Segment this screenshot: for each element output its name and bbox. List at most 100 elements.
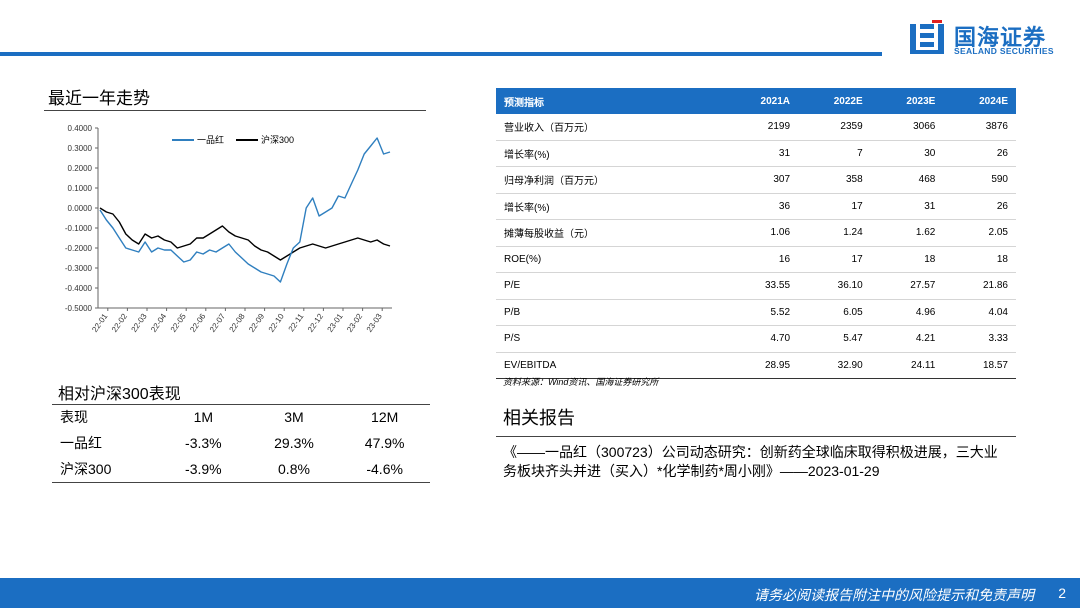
table-header-cell: 3M: [284, 409, 304, 425]
forecast-table: 预测指标 2021A 2022E 2023E 2024E 营业收入（百万元） 21…: [496, 88, 1016, 379]
y-tick-label: -0.5000: [65, 304, 93, 313]
table-row: 营业收入（百万元） 2199 2359 3066 3876: [496, 114, 1016, 141]
forecast-header-row: 预测指标 2021A 2022E 2023E 2024E: [496, 88, 1016, 114]
table-row: EV/EBITDA 28.95 32.90 24.11 18.57: [496, 352, 1016, 379]
table-cell: 增长率(%): [496, 140, 725, 167]
logo-cn-text: 国海证券: [954, 25, 1047, 50]
chart-section-rule: [44, 110, 426, 111]
table-cell: -4.6%: [339, 456, 430, 483]
footer-disclaimer: 请务必阅读报告附注中的风险提示和免责声明: [754, 587, 1034, 603]
table-cell: P/B: [496, 299, 725, 326]
table-cell: 24.11: [870, 352, 944, 379]
table-cell: 3876: [943, 114, 1016, 141]
y-tick-label: -0.4000: [65, 284, 93, 293]
table-cell: 沪深300: [52, 456, 159, 483]
y-tick-label: 0.1000: [68, 184, 93, 193]
forecast-header-cell: 2021A: [724, 88, 799, 114]
table-row: P/S 4.70 5.47 4.21 3.33: [496, 325, 1016, 353]
table-cell: 1.24: [798, 219, 871, 247]
table-cell: 590: [943, 166, 1016, 194]
table-cell: 归母净利润（百万元）: [496, 166, 725, 194]
x-tick-label: 22-10: [267, 312, 286, 334]
table-cell: 17: [798, 193, 871, 220]
x-tick-label: 22-01: [90, 312, 109, 334]
x-tick-label: 22-09: [247, 312, 266, 334]
table-row: 一品红 -3.3% 29.3% 47.9%: [52, 430, 430, 456]
table-row: 沪深300 -3.9% 0.8% -4.6%: [52, 456, 430, 483]
table-row: 增长率(%) 31 7 30 26: [496, 140, 1016, 167]
table-cell: 26: [943, 140, 1016, 167]
table-row: P/E 33.55 36.10 27.57 21.86: [496, 272, 1016, 300]
forecast-header-cell: 2023E: [870, 88, 944, 114]
logo-en-text: SEALAND SECURITIES: [954, 46, 1054, 56]
page-number: 2: [1058, 585, 1066, 601]
x-tick-label: 22-04: [149, 312, 168, 334]
table-cell: 4.21: [870, 325, 944, 353]
table-cell: 18: [870, 246, 944, 273]
table-cell: 468: [870, 166, 944, 194]
table-cell: 36.10: [798, 272, 871, 300]
forecast-header-cell: 2022E: [798, 88, 871, 114]
related-report-title: 相关报告: [503, 408, 575, 428]
table-cell: 3066: [870, 114, 944, 141]
table-cell: 2.05: [943, 219, 1016, 247]
table-cell: 31: [870, 193, 944, 220]
table-cell: 30: [870, 140, 944, 167]
company-logo: 国海证券 SEALAND SECURITIES: [908, 18, 1068, 60]
table-row: ROE(%) 16 17 18 18: [496, 246, 1016, 273]
table-cell: 5.52: [724, 299, 799, 326]
x-tick-label: 22-12: [306, 312, 325, 334]
y-tick-label: -0.1000: [65, 224, 93, 233]
x-tick-label: 22-03: [130, 312, 149, 334]
table-cell: 28.95: [724, 352, 799, 379]
related-report-link[interactable]: 《——一品红（300723）公司动态研究：创新药全球临床取得积极进展，三大业务板…: [503, 444, 998, 479]
table-cell: EV/EBITDA: [496, 352, 725, 379]
table-cell: 29.3%: [274, 435, 314, 451]
table-row: 归母净利润（百万元） 307 358 468 590: [496, 166, 1016, 194]
table-cell: P/S: [496, 325, 725, 353]
series-line-index: [99, 207, 391, 261]
table-cell: 32.90: [798, 352, 871, 379]
footer-bar: 请务必阅读报告附注中的风险提示和免责声明 2: [0, 578, 1080, 608]
y-tick-label: 0.0000: [68, 204, 93, 213]
relative-perf-title: 相对沪深300表现: [58, 386, 181, 403]
table-cell: 4.04: [943, 299, 1016, 326]
x-tick-label: 23-03: [365, 312, 384, 334]
table-cell: 33.55: [724, 272, 799, 300]
table-cell: 1.62: [870, 219, 944, 247]
table-cell: 358: [798, 166, 871, 194]
table-row: 摊薄每股收益（元） 1.06 1.24 1.62 2.05: [496, 219, 1016, 247]
x-tick-label: 22-05: [169, 312, 188, 334]
header-rule: [0, 52, 882, 56]
series-line-stock: [99, 137, 391, 283]
table-cell: 307: [724, 166, 799, 194]
legend-label: 一品红: [197, 134, 224, 145]
x-tick-label: 22-02: [110, 312, 129, 334]
table-cell: 5.47: [798, 325, 871, 353]
table-cell: -3.3%: [185, 435, 222, 451]
table-row: P/B 5.52 6.05 4.96 4.04: [496, 299, 1016, 326]
y-tick-label: 0.3000: [68, 144, 93, 153]
table-cell: 21.86: [943, 272, 1016, 300]
forecast-header-cell: 2024E: [943, 88, 1016, 114]
table-cell: 26: [943, 193, 1016, 220]
table-cell: 31: [724, 140, 799, 167]
chart-section-title: 最近一年走势: [48, 89, 150, 108]
table-cell: 16: [724, 246, 799, 273]
y-tick-label: 0.2000: [68, 164, 93, 173]
table-cell: 3.33: [943, 325, 1016, 353]
x-tick-label: 22-11: [287, 312, 306, 334]
table-cell: 0.8%: [248, 456, 340, 483]
table-cell: 一品红: [60, 435, 102, 451]
price-trend-chart: 0.4000 0.3000 0.2000 0.1000 0.0000 -0.1000 -0.…: [65, 124, 392, 334]
table-cell: 营业收入（百万元）: [496, 114, 725, 141]
x-tick-label: 22-06: [188, 312, 207, 334]
table-header-cell: 1M: [193, 409, 214, 425]
relative-perf-rule: [52, 404, 430, 405]
table-header-cell: 12M: [371, 409, 399, 425]
table-cell: 36: [724, 193, 799, 220]
x-tick-label: 22-07: [208, 312, 227, 334]
table-cell: ROE(%): [496, 246, 725, 273]
table-cell: 2359: [798, 114, 871, 141]
table-cell: -3.9%: [158, 456, 249, 483]
